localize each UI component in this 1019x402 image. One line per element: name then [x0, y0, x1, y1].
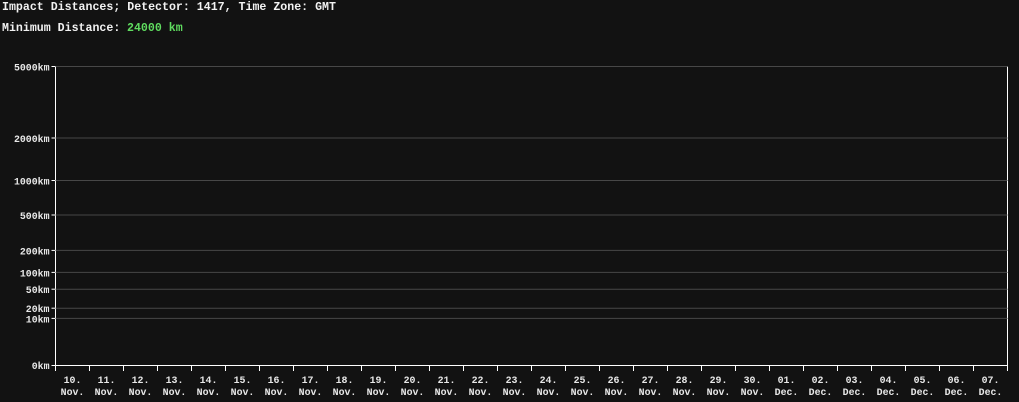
- svg-text:10km: 10km: [26, 314, 50, 325]
- svg-text:Nov.: Nov.: [537, 387, 561, 398]
- svg-text:15.: 15.: [234, 375, 252, 386]
- svg-text:30.: 30.: [744, 375, 762, 386]
- svg-text:20.: 20.: [404, 375, 422, 386]
- svg-text:24.: 24.: [540, 375, 558, 386]
- svg-text:Nov.: Nov.: [231, 387, 255, 398]
- svg-text:Nov.: Nov.: [197, 387, 221, 398]
- svg-text:5000km: 5000km: [14, 63, 50, 74]
- svg-text:12.: 12.: [132, 375, 150, 386]
- svg-text:Nov.: Nov.: [435, 387, 459, 398]
- svg-text:Nov.: Nov.: [605, 387, 629, 398]
- svg-text:Nov.: Nov.: [333, 387, 357, 398]
- svg-text:21.: 21.: [438, 375, 456, 386]
- svg-text:16.: 16.: [268, 375, 286, 386]
- svg-text:17.: 17.: [302, 375, 320, 386]
- svg-text:Dec.: Dec.: [877, 387, 901, 398]
- svg-text:02.: 02.: [812, 375, 830, 386]
- svg-text:Dec.: Dec.: [775, 387, 799, 398]
- svg-text:05.: 05.: [914, 375, 932, 386]
- svg-text:23.: 23.: [506, 375, 524, 386]
- svg-text:Nov.: Nov.: [707, 387, 731, 398]
- svg-text:Nov.: Nov.: [299, 387, 323, 398]
- svg-text:100km: 100km: [20, 268, 50, 279]
- svg-text:25.: 25.: [574, 375, 592, 386]
- svg-text:13.: 13.: [166, 375, 184, 386]
- svg-text:Nov.: Nov.: [265, 387, 289, 398]
- svg-text:Dec.: Dec.: [945, 387, 969, 398]
- svg-text:500km: 500km: [20, 211, 50, 222]
- svg-text:Nov.: Nov.: [163, 387, 187, 398]
- svg-text:Dec.: Dec.: [911, 387, 935, 398]
- svg-text:Nov.: Nov.: [639, 387, 663, 398]
- svg-text:06.: 06.: [948, 375, 966, 386]
- svg-text:Dec.: Dec.: [809, 387, 833, 398]
- svg-text:01.: 01.: [778, 375, 796, 386]
- svg-text:10.: 10.: [64, 375, 82, 386]
- svg-text:19.: 19.: [370, 375, 388, 386]
- svg-text:Nov.: Nov.: [571, 387, 595, 398]
- svg-text:2000km: 2000km: [14, 134, 50, 145]
- svg-text:04.: 04.: [880, 375, 898, 386]
- svg-text:Nov.: Nov.: [129, 387, 153, 398]
- svg-text:0km: 0km: [32, 361, 50, 372]
- svg-text:11.: 11.: [98, 375, 116, 386]
- svg-text:200km: 200km: [20, 246, 50, 257]
- svg-text:50km: 50km: [26, 285, 50, 296]
- svg-text:Nov.: Nov.: [673, 387, 697, 398]
- svg-text:27.: 27.: [642, 375, 660, 386]
- svg-text:Nov.: Nov.: [401, 387, 425, 398]
- svg-text:26.: 26.: [608, 375, 626, 386]
- svg-text:Nov.: Nov.: [95, 387, 119, 398]
- svg-text:03.: 03.: [846, 375, 864, 386]
- svg-text:28.: 28.: [676, 375, 694, 386]
- svg-text:Dec.: Dec.: [979, 387, 1003, 398]
- svg-text:Nov.: Nov.: [503, 387, 527, 398]
- svg-text:Nov.: Nov.: [469, 387, 493, 398]
- svg-text:Nov.: Nov.: [741, 387, 765, 398]
- svg-text:22.: 22.: [472, 375, 490, 386]
- svg-text:29.: 29.: [710, 375, 728, 386]
- svg-text:Nov.: Nov.: [367, 387, 391, 398]
- svg-text:1000km: 1000km: [14, 177, 50, 188]
- svg-text:14.: 14.: [200, 375, 218, 386]
- svg-text:Nov.: Nov.: [61, 387, 85, 398]
- svg-text:07.: 07.: [982, 375, 1000, 386]
- svg-text:18.: 18.: [336, 375, 354, 386]
- svg-text:Dec.: Dec.: [843, 387, 867, 398]
